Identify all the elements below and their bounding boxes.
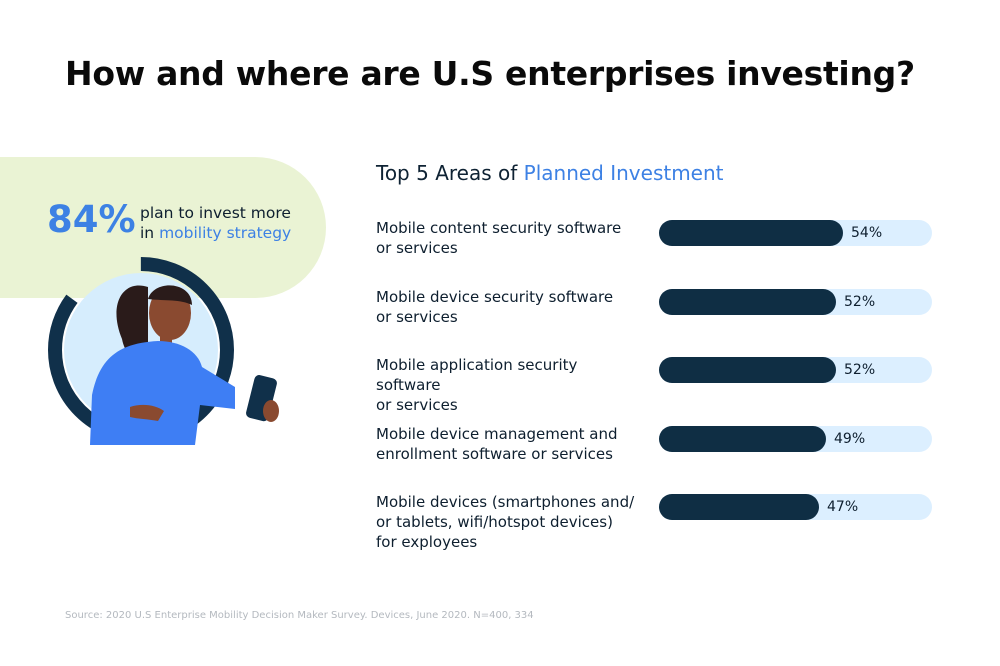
bar-track: 49% xyxy=(659,426,932,452)
bar-category-label-line: for exployees xyxy=(376,533,478,551)
bar-category-label-line: Mobile content security software xyxy=(376,219,622,237)
bar-category-label-line: Mobile device management and xyxy=(376,425,618,443)
bar-category-label-line: Mobile devices (smartphones and/ xyxy=(376,493,635,511)
bar-value-label: 52% xyxy=(844,294,876,310)
stat-line-1: plan to invest more xyxy=(140,204,291,222)
bar-track: 52% xyxy=(659,289,932,315)
stat-line-2-highlight: mobility strategy xyxy=(159,224,292,242)
bar-value-label: 54% xyxy=(851,225,883,241)
bar-category-label: Mobile device management and enrollment s… xyxy=(376,424,646,464)
bar xyxy=(659,357,836,383)
bar-category-label-line: or tablets, wifi/hotspot devices) xyxy=(376,513,613,531)
bar xyxy=(659,426,826,452)
bar-track: 52% xyxy=(659,357,932,383)
page-title: How and where are U.S enterprises invest… xyxy=(65,54,915,93)
bar xyxy=(659,494,819,520)
stat-percentage: 84% xyxy=(47,198,136,241)
person-with-phone-illustration xyxy=(48,257,279,445)
bar xyxy=(659,289,836,315)
bar-chart: Mobile content security software or servi… xyxy=(376,0,936,666)
bar-track: 47% xyxy=(659,494,932,520)
bar-category-label-line: or services xyxy=(376,308,458,326)
chart-title-prefix: Top 5 Areas of xyxy=(376,161,524,185)
stat-highlight-pill xyxy=(0,157,326,298)
bar-category-label: Mobile content security software or servi… xyxy=(376,218,646,258)
source-footnote: Source: 2020 U.S Enterprise Mobility Dec… xyxy=(65,610,534,621)
stat-description: plan to invest more in mobility strategy xyxy=(140,203,291,243)
bar-category-label-line: or services xyxy=(376,396,458,414)
bar-category-label-line: Mobile device security software xyxy=(376,288,614,306)
bar-track: 54% xyxy=(659,220,932,246)
chart-title: Top 5 Areas of Planned Investment xyxy=(376,161,724,185)
bar-category-label: Mobile devices (smartphones and/or table… xyxy=(376,492,646,552)
bar xyxy=(659,220,843,246)
stat-line-2-prefix: in xyxy=(140,224,160,242)
bar-category-label: Mobile device security software or servic… xyxy=(376,287,646,327)
bar-value-label: 49% xyxy=(834,431,866,447)
bar-category-label-line: Mobile application security software xyxy=(376,356,578,394)
bar-category-label-line: enrollment software or services xyxy=(376,445,613,463)
bar-value-label: 52% xyxy=(844,362,876,378)
bar-category-label-line: or services xyxy=(376,239,458,257)
chart-title-highlight: Planned Investment xyxy=(523,161,724,185)
bar-value-label: 47% xyxy=(827,499,859,515)
stat-line-2: in mobility strategy xyxy=(140,223,291,243)
bar-category-label: Mobile application security software or s… xyxy=(376,355,646,415)
